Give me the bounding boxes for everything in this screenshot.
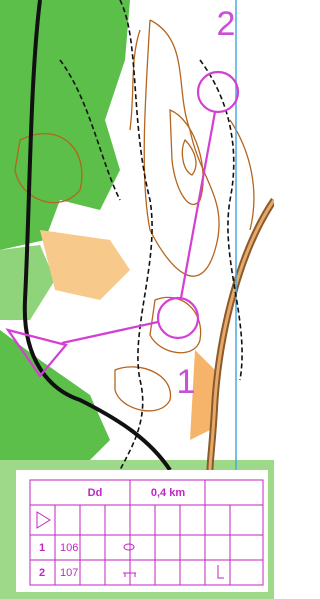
control-number: 2	[217, 5, 236, 43]
control-code: 106	[60, 542, 78, 554]
course-length: 0,4 km	[151, 487, 185, 499]
description-sheet: Dd 0,4 km 1 106 2 107	[16, 470, 268, 592]
control-seq: 1	[39, 542, 45, 554]
control-seq: 2	[39, 567, 45, 579]
control-code: 107	[60, 567, 78, 579]
orienteering-map: 2 1 Dd 0,4 km 1 106 2 107	[0, 0, 274, 599]
control-number: 1	[177, 363, 196, 401]
event-name: Dd	[88, 487, 103, 499]
